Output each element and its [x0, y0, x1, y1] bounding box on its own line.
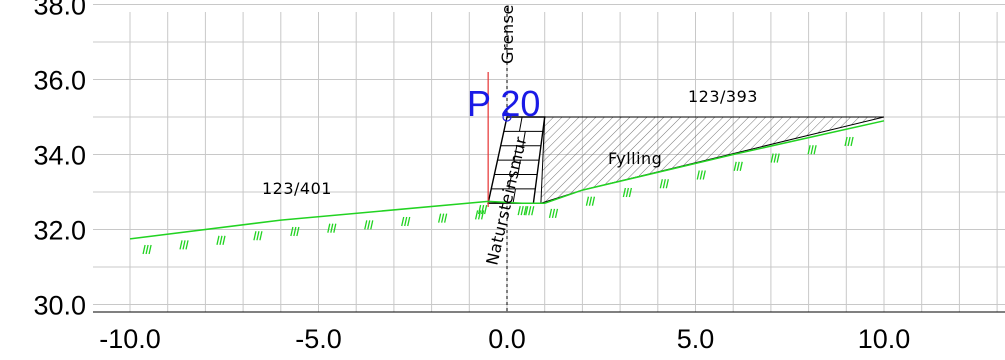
terrain-hatch — [659, 179, 663, 189]
wall-joint — [522, 131, 526, 146]
terrain-hatch — [290, 226, 294, 237]
terrain-hatch — [591, 196, 596, 206]
terrain-hatch — [370, 220, 374, 230]
terrain-hatch — [625, 187, 630, 198]
terrain-hatch — [219, 235, 223, 245]
terrain-hatch — [525, 206, 529, 216]
terrain-hatch — [145, 244, 149, 255]
point-marker — [502, 112, 512, 122]
terrain-hatch — [813, 145, 817, 155]
terrain-hatch — [444, 213, 448, 223]
terrain-hatch — [222, 235, 226, 245]
terrain-hatch — [477, 210, 482, 220]
wall-joint — [508, 174, 513, 189]
fill-label: Fylling — [608, 149, 662, 168]
wall-joint — [512, 188, 516, 204]
terrain-hatch — [776, 153, 780, 163]
terrain-hatch — [551, 208, 556, 219]
terrain-hatch — [523, 206, 527, 216]
terrain-hatch — [182, 240, 186, 250]
terrain-hatch — [401, 216, 405, 227]
wall-joint — [517, 160, 521, 175]
terrain-hatch — [364, 220, 368, 230]
terrain-hatch — [296, 226, 300, 237]
terrain-hatch — [736, 161, 740, 171]
boundary-label: Grense — [498, 4, 517, 64]
x-tick-label: -10.0 — [99, 324, 161, 354]
terrain-line — [129, 120, 885, 240]
terrain-hatch — [585, 196, 590, 206]
terrain-hatch — [477, 204, 482, 215]
terrain-hatch — [148, 244, 152, 255]
terrain-hatch — [528, 206, 532, 216]
terrain-hatch — [333, 223, 337, 233]
terrain-hatch-marks — [142, 136, 854, 255]
y-tick-label: 32.0 — [33, 216, 86, 246]
x-tick-label: 0.0 — [488, 324, 526, 354]
terrain-hatch — [185, 240, 189, 250]
terrain-hatch — [622, 187, 627, 198]
terrain-hatch — [407, 216, 411, 227]
terrain-hatch — [807, 145, 811, 155]
y-tick-label: 36.0 — [33, 66, 86, 96]
terrain-hatch — [662, 179, 666, 189]
terrain-hatch — [770, 153, 774, 163]
terrain-hatch — [844, 136, 848, 147]
stone-wall — [487, 116, 546, 204]
terrain-hatch — [367, 220, 371, 230]
terrain-hatch — [739, 161, 743, 171]
terrain-hatch — [474, 210, 479, 220]
terrain-hatch — [665, 179, 669, 189]
terrain-hatch — [847, 136, 851, 147]
terrain-hatch — [441, 213, 445, 223]
terrain-hatch — [480, 204, 485, 215]
terrain-hatch — [531, 206, 535, 216]
terrain-hatch — [520, 206, 524, 216]
terrain-hatch — [628, 187, 633, 198]
terrain-hatch — [733, 161, 737, 171]
parcel-right-label: 123/393 — [688, 87, 758, 106]
x-tick-label: 10.0 — [858, 324, 911, 354]
y-tick-label: 38.0 — [33, 0, 86, 21]
parcel-left-label: 123/401 — [262, 179, 332, 198]
terrain-hatch — [517, 206, 521, 216]
terrain-hatch — [259, 231, 263, 241]
terrain-hatch — [438, 213, 442, 223]
wall-joint — [513, 145, 518, 161]
x-tick-label: -5.0 — [295, 324, 342, 354]
terrain-hatch — [696, 170, 700, 180]
terrain-hatch — [330, 223, 334, 233]
x-tick-label: 5.0 — [677, 324, 715, 354]
terrain-hatch — [327, 223, 331, 233]
terrain-hatch — [548, 208, 553, 219]
terrain-hatch — [702, 170, 706, 180]
y-tick-label: 30.0 — [33, 291, 86, 321]
terrain-hatch — [480, 210, 485, 220]
terrain-hatch — [293, 226, 297, 237]
terrain-hatch — [179, 240, 183, 250]
terrain-hatch — [253, 231, 257, 241]
terrain-hatch — [256, 231, 260, 241]
terrain-hatch — [554, 208, 559, 219]
x-axis-ticks: -10.0 -5.0 0.0 5.0 10.0 — [99, 324, 910, 354]
terrain-hatch — [142, 244, 146, 255]
y-tick-label: 34.0 — [33, 141, 86, 171]
terrain-hatch — [850, 136, 854, 147]
terrain-hatch — [216, 235, 220, 245]
terrain-hatch — [483, 204, 488, 215]
terrain-hatch — [810, 145, 814, 155]
terrain-hatch — [773, 153, 777, 163]
y-axis-ticks: 30.0 32.0 34.0 36.0 38.0 — [33, 0, 86, 321]
terrain-hatch — [699, 170, 703, 180]
terrain-hatch — [404, 216, 408, 227]
terrain-hatch — [588, 196, 593, 206]
point-label: P 20 — [467, 83, 540, 124]
wall-joint — [518, 116, 523, 132]
